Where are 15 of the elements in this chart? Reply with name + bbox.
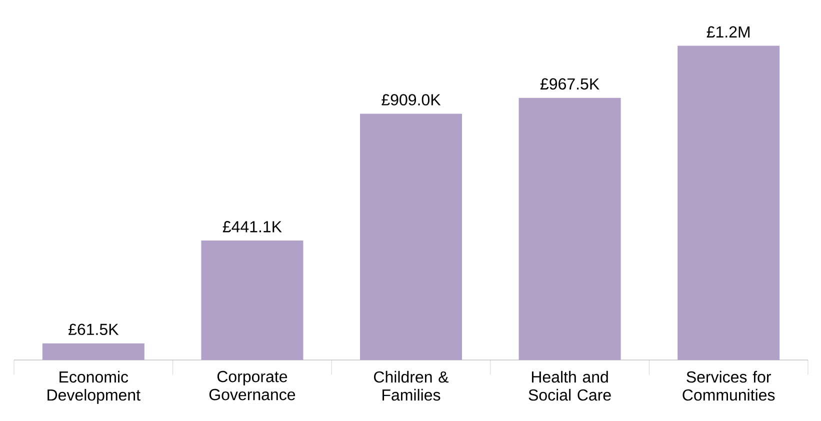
x-tick-label: Health and Social Care — [528, 370, 611, 401]
data-label: £909.0K — [382, 94, 441, 106]
x-tick-label: Corporate Governance — [209, 370, 296, 400]
bar — [42, 343, 144, 360]
x-tick-label: Children & Families — [374, 370, 449, 401]
data-label: £61.5K — [68, 324, 119, 336]
data-label: £1.2M — [706, 26, 750, 38]
bar — [201, 240, 304, 360]
data-label: £967.5K — [540, 78, 600, 90]
x-tick-label: Services for Communities — [682, 370, 775, 401]
bar — [518, 98, 621, 360]
bar — [678, 46, 780, 360]
bar — [360, 114, 462, 360]
data-label: £441.1K — [222, 221, 282, 232]
x-tick-label: Economic Development — [48, 370, 140, 404]
